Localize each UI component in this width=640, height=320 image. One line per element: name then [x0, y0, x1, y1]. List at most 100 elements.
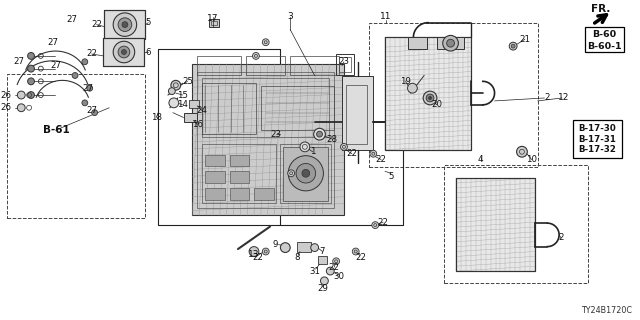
Circle shape	[408, 83, 417, 93]
Text: 6: 6	[146, 47, 151, 57]
Text: 11: 11	[380, 12, 392, 21]
Circle shape	[429, 97, 431, 100]
Text: 20: 20	[431, 100, 442, 109]
Text: 12: 12	[558, 93, 570, 102]
Bar	[369, 23, 538, 167]
Bar	[230, 155, 249, 166]
Circle shape	[82, 59, 88, 65]
Text: 24: 24	[196, 106, 207, 115]
Circle shape	[333, 258, 340, 265]
Circle shape	[17, 91, 25, 99]
Text: 16: 16	[192, 120, 203, 129]
Bar	[297, 242, 310, 252]
Circle shape	[262, 39, 269, 46]
Text: 27: 27	[50, 61, 61, 70]
Bar	[104, 10, 145, 39]
Circle shape	[253, 52, 259, 59]
Bar	[317, 256, 327, 264]
Bar	[339, 57, 351, 72]
Bar	[261, 86, 334, 130]
Circle shape	[509, 42, 517, 50]
Circle shape	[72, 73, 78, 78]
Circle shape	[28, 78, 35, 85]
Circle shape	[17, 104, 25, 112]
Circle shape	[372, 222, 379, 228]
Bar	[280, 144, 332, 203]
Text: 22: 22	[376, 155, 387, 164]
Text: 22: 22	[252, 253, 264, 262]
Bar	[444, 165, 588, 283]
Text: 27: 27	[86, 106, 97, 115]
Text: 28: 28	[327, 134, 338, 144]
Text: 5: 5	[146, 18, 151, 27]
Circle shape	[300, 142, 310, 152]
Text: 25: 25	[182, 77, 193, 86]
Text: B-61: B-61	[43, 125, 70, 135]
Bar	[254, 188, 273, 200]
Text: B-17-32: B-17-32	[579, 145, 616, 154]
Bar	[197, 56, 241, 76]
Circle shape	[317, 131, 323, 137]
Bar	[456, 178, 534, 271]
Circle shape	[249, 247, 259, 256]
Circle shape	[280, 243, 290, 252]
Circle shape	[118, 46, 130, 58]
Bar	[197, 72, 334, 208]
Circle shape	[113, 13, 137, 36]
Text: 21: 21	[520, 35, 531, 44]
Text: 2: 2	[558, 233, 564, 242]
Circle shape	[118, 18, 132, 31]
Bar	[573, 120, 621, 158]
Text: 23: 23	[270, 130, 281, 139]
Bar	[290, 56, 339, 76]
Circle shape	[28, 65, 35, 72]
Text: 29: 29	[317, 284, 328, 293]
Bar	[230, 188, 249, 200]
Text: 22: 22	[346, 149, 357, 158]
Bar	[342, 76, 373, 150]
Circle shape	[87, 85, 93, 91]
Circle shape	[516, 146, 527, 157]
Text: 4: 4	[478, 155, 484, 164]
Text: 30: 30	[333, 272, 344, 281]
Bar	[6, 74, 145, 218]
Text: 22: 22	[86, 50, 97, 59]
Text: 18: 18	[150, 113, 162, 122]
Text: 15: 15	[177, 91, 188, 100]
Text: B-17-30: B-17-30	[579, 124, 616, 133]
Bar	[193, 64, 344, 215]
Circle shape	[28, 52, 35, 59]
Bar	[184, 113, 197, 123]
Text: 9: 9	[273, 240, 278, 249]
Text: 1: 1	[310, 147, 316, 156]
Circle shape	[122, 50, 126, 54]
Bar	[408, 37, 427, 49]
Text: 26: 26	[1, 91, 12, 100]
Circle shape	[82, 100, 88, 106]
Bar	[284, 147, 328, 201]
Circle shape	[423, 91, 437, 105]
Circle shape	[169, 98, 179, 108]
Bar	[104, 38, 145, 66]
Bar	[205, 155, 225, 166]
Bar	[202, 83, 256, 134]
Circle shape	[302, 169, 310, 177]
Text: 2: 2	[545, 93, 550, 102]
Bar	[202, 78, 330, 137]
Circle shape	[352, 248, 359, 255]
Text: 13: 13	[248, 250, 260, 259]
Bar	[437, 37, 464, 49]
Circle shape	[340, 143, 348, 150]
Bar	[202, 144, 275, 203]
Text: B-60-1: B-60-1	[587, 42, 621, 51]
Text: 17: 17	[207, 14, 219, 23]
Bar	[385, 37, 471, 150]
Text: 22: 22	[329, 263, 340, 272]
Bar	[104, 10, 145, 39]
Circle shape	[511, 44, 515, 48]
Circle shape	[171, 80, 180, 90]
Bar	[104, 38, 145, 66]
Bar	[205, 171, 225, 183]
Bar	[230, 171, 249, 183]
Bar	[246, 56, 285, 76]
